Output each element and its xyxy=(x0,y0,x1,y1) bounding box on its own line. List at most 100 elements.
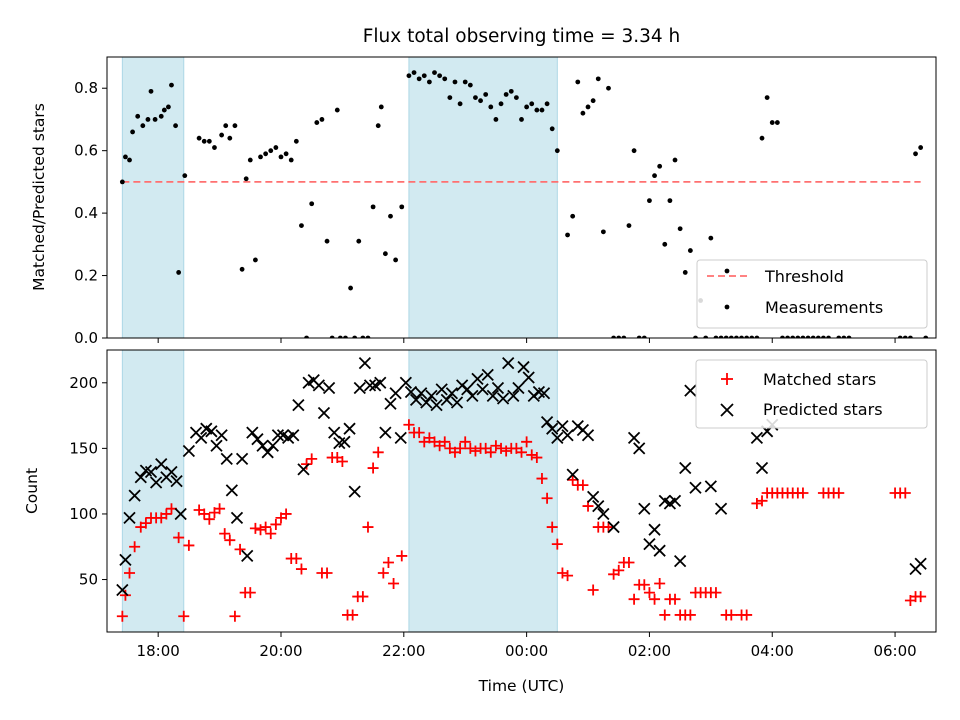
measurement-point xyxy=(626,223,632,229)
predicted-star-point xyxy=(374,376,387,389)
predicted-star-point xyxy=(322,381,336,395)
matched-star-point xyxy=(388,577,400,589)
predicted-star-point xyxy=(592,499,605,513)
measurement-point xyxy=(378,104,384,110)
bottom-axes-frame xyxy=(106,349,937,633)
predicted-star-point xyxy=(389,387,402,400)
bottom-x-ticks: 18:00 20:00 22:00 00:00 02:00 04:00 06:00 xyxy=(137,632,917,660)
predicted-star-point xyxy=(597,507,610,521)
measurement-point xyxy=(585,104,591,110)
predicted-star-point xyxy=(363,379,377,392)
y-tick-label: 0.4 xyxy=(74,204,98,222)
predicted-star-point xyxy=(551,431,564,445)
measurement-point xyxy=(805,335,811,338)
measurement-point xyxy=(488,104,494,110)
measurement-point xyxy=(239,266,245,272)
measurement-point xyxy=(913,151,918,157)
predicted-star-point xyxy=(581,429,595,442)
measurement-point xyxy=(606,85,611,91)
matched-star-point xyxy=(219,528,231,540)
predicted-star-point xyxy=(225,484,238,497)
predicted-star-point xyxy=(348,485,361,498)
measurement-point xyxy=(723,335,729,338)
predicted-star-point xyxy=(155,457,168,471)
matched-star-point xyxy=(403,419,415,431)
matched-star-point xyxy=(756,495,768,507)
matched-star-point xyxy=(649,593,661,605)
matched-star-point xyxy=(301,458,313,470)
measurement-point xyxy=(365,335,371,338)
legend-predicted-swatch xyxy=(720,403,734,417)
matched-star-point xyxy=(367,462,379,474)
predicted-star-point xyxy=(587,490,600,504)
measurement-point xyxy=(734,335,739,338)
predicted-star-point xyxy=(235,452,249,466)
matched-star-point xyxy=(116,610,128,622)
legend-matched-label: Matched stars xyxy=(763,370,876,389)
predicted-star-point xyxy=(750,431,764,445)
matched-star-point xyxy=(439,436,451,448)
bottom-legend-box xyxy=(695,359,928,429)
measurement-point xyxy=(641,335,647,338)
matched-star-point xyxy=(659,609,671,621)
measurement-point xyxy=(682,270,688,275)
measurement-point xyxy=(145,117,151,122)
matched-star-point xyxy=(321,567,333,579)
matched-star-point xyxy=(255,524,267,536)
legend-measurements-swatch xyxy=(724,304,730,310)
measurement-point xyxy=(388,213,393,219)
predicted-star-point xyxy=(491,381,505,395)
matched-star-point xyxy=(485,446,497,458)
measurement-point xyxy=(631,148,637,154)
measurement-point xyxy=(780,335,785,338)
matched-star-point xyxy=(556,567,568,579)
predicted-stars-series xyxy=(116,356,927,597)
measurement-point xyxy=(616,335,622,338)
matched-star-point xyxy=(183,539,195,551)
y-tick-label: 200 xyxy=(69,374,98,392)
measurement-point xyxy=(432,70,437,76)
matched-star-point xyxy=(203,513,215,525)
predicted-star-point xyxy=(205,425,218,438)
measurement-point xyxy=(119,179,125,185)
measurement-point xyxy=(897,335,903,338)
predicted-star-point xyxy=(556,419,569,433)
y-tick-label: 0.6 xyxy=(74,142,98,160)
measurement-point xyxy=(247,157,253,163)
matched-star-point xyxy=(347,609,359,621)
measurement-point xyxy=(375,123,381,129)
measurement-point xyxy=(575,79,581,85)
measurement-point xyxy=(127,157,132,163)
top-x-ticks xyxy=(157,338,896,343)
measurement-point xyxy=(821,335,826,338)
predicted-star-point xyxy=(627,431,641,445)
measurement-point xyxy=(442,76,448,82)
bottom-y-axis-label: Count xyxy=(23,468,41,514)
measurement-point xyxy=(764,95,770,100)
measurement-point xyxy=(498,101,504,107)
matched-star-point xyxy=(638,579,650,591)
matched-star-point xyxy=(413,427,425,439)
matched-star-point xyxy=(198,508,210,520)
measurement-point xyxy=(223,123,229,129)
measurement-point xyxy=(703,335,709,338)
measurement-point xyxy=(554,148,560,154)
measurement-point xyxy=(161,107,167,113)
measurement-point xyxy=(918,145,924,150)
measurement-point xyxy=(319,117,325,122)
predicted-star-point xyxy=(409,393,423,406)
measurement-point xyxy=(123,154,128,160)
matched-star-point xyxy=(751,497,763,509)
measurement-point xyxy=(370,204,376,210)
measurement-point xyxy=(647,198,652,204)
matched-star-point xyxy=(526,449,538,461)
measurement-point xyxy=(421,73,427,79)
predicted-star-point xyxy=(440,393,453,406)
predicted-star-point xyxy=(496,392,510,405)
top-panel: 0.00.20.40.60.8 Matched/Predicted stars … xyxy=(30,56,937,347)
measurement-point xyxy=(662,241,668,247)
predicted-star-point xyxy=(679,461,692,475)
legend-threshold-marker xyxy=(724,268,730,274)
matched-star-point xyxy=(459,436,471,448)
matched-star-point xyxy=(797,487,809,499)
